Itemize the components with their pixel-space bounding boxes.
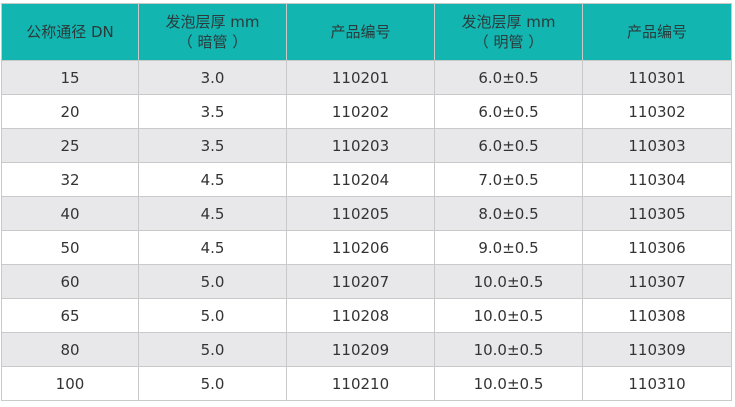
table-row: 25 3.5 110203 6.0±0.5 110303 [1, 128, 732, 163]
table-cell: 110210 [286, 366, 435, 401]
header-line: 产品编号 [330, 23, 391, 41]
table-cell: 8.0±0.5 [434, 196, 583, 231]
table-cell: 7.0±0.5 [434, 162, 583, 197]
table-cell: 110301 [582, 60, 732, 95]
table-row: 65 5.0 110208 10.0±0.5 110308 [1, 298, 732, 333]
table-cell: 32 [1, 162, 139, 197]
table-cell: 10.0±0.5 [434, 264, 583, 299]
table-row: 40 4.5 110205 8.0±0.5 110305 [1, 196, 732, 231]
table-cell: 3.5 [138, 94, 287, 129]
table-cell: 110204 [286, 162, 435, 197]
table-cell: 110302 [582, 94, 732, 129]
table-cell: 6.0±0.5 [434, 128, 583, 163]
table-cell: 110305 [582, 196, 732, 231]
table-cell: 80 [1, 332, 139, 367]
header-row: 公称通径 DN 发泡层厚 mm （ 暗管 ） 产品编号 发泡层厚 mm （ 明管 ） 产品编… [1, 3, 732, 61]
table-cell: 25 [1, 128, 139, 163]
table-row: 32 4.5 110204 7.0±0.5 110304 [1, 162, 732, 197]
table-cell: 100 [1, 366, 139, 401]
table-cell: 4.5 [138, 162, 287, 197]
table-cell: 10.0±0.5 [434, 366, 583, 401]
table-cell: 10.0±0.5 [434, 332, 583, 367]
table-cell: 3.0 [138, 60, 287, 95]
table-cell: 65 [1, 298, 139, 333]
table-cell: 50 [1, 230, 139, 265]
table-cell: 5.0 [138, 332, 287, 367]
table-cell: 40 [1, 196, 139, 231]
table-cell: 5.0 [138, 264, 287, 299]
table-cell: 20 [1, 94, 139, 129]
table-cell: 110307 [582, 264, 732, 299]
table-cell: 110304 [582, 162, 732, 197]
table-cell: 4.5 [138, 196, 287, 231]
header-line: 产品编号 [626, 23, 687, 41]
column-header: 产品编号 [286, 3, 435, 61]
table-cell: 6.0±0.5 [434, 60, 583, 95]
table-row: 20 3.5 110202 6.0±0.5 110302 [1, 94, 732, 129]
column-header: 产品编号 [582, 3, 732, 61]
table-cell: 6.0±0.5 [434, 94, 583, 129]
column-header: 公称通径 DN [1, 3, 139, 61]
table-cell: 110208 [286, 298, 435, 333]
table-cell: 110201 [286, 60, 435, 95]
column-header: 发泡层厚 mm （ 明管 ） [434, 3, 583, 61]
table-cell: 5.0 [138, 298, 287, 333]
table-row: 80 5.0 110209 10.0±0.5 110309 [1, 332, 732, 367]
header-line: 发泡层厚 mm [165, 13, 260, 31]
header-line: 发泡层厚 mm [461, 13, 556, 31]
table-row: 50 4.5 110206 9.0±0.5 110306 [1, 230, 732, 265]
table-cell: 110206 [286, 230, 435, 265]
table-cell: 110207 [286, 264, 435, 299]
table-cell: 4.5 [138, 230, 287, 265]
table-cell: 110205 [286, 196, 435, 231]
table-cell: 9.0±0.5 [434, 230, 583, 265]
table-cell: 3.5 [138, 128, 287, 163]
table-cell: 110309 [582, 332, 732, 367]
header-subline: （ 暗管 ） [177, 33, 248, 51]
table-row: 100 5.0 110210 10.0±0.5 110310 [1, 366, 732, 401]
table-cell: 60 [1, 264, 139, 299]
product-spec-table: 公称通径 DN 发泡层厚 mm （ 暗管 ） 产品编号 发泡层厚 mm （ 明管 ） 产品编… [1, 3, 732, 401]
table-cell: 110202 [286, 94, 435, 129]
table-cell: 5.0 [138, 366, 287, 401]
table-cell: 110303 [582, 128, 732, 163]
table-cell: 110310 [582, 366, 732, 401]
table-row: 60 5.0 110207 10.0±0.5 110307 [1, 264, 732, 299]
table-cell: 10.0±0.5 [434, 298, 583, 333]
table-cell: 110308 [582, 298, 732, 333]
table-cell: 110306 [582, 230, 732, 265]
table-cell: 110209 [286, 332, 435, 367]
table-row: 15 3.0 110201 6.0±0.5 110301 [1, 60, 732, 95]
header-line: 公称通径 DN [26, 23, 114, 41]
header-subline: （ 明管 ） [473, 33, 544, 51]
table-cell: 110203 [286, 128, 435, 163]
table-cell: 15 [1, 60, 139, 95]
column-header: 发泡层厚 mm （ 暗管 ） [138, 3, 287, 61]
